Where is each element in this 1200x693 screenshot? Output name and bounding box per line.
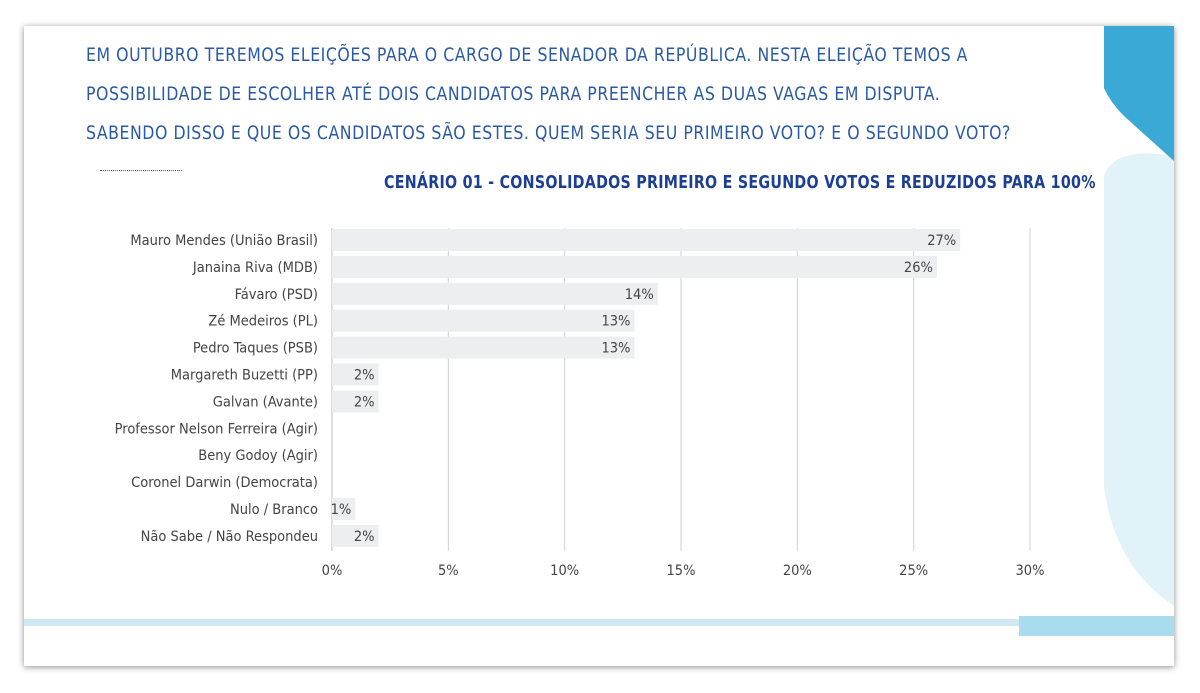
question-line-2: POSSIBILIDADE DE ESCOLHER ATÉ DOIS CANDI…	[86, 83, 941, 105]
bar	[332, 336, 635, 359]
category-label: Nulo / Branco	[230, 502, 318, 518]
slide: EM OUTUBRO TEREMOS ELEIÇÕES PARA O CARGO…	[24, 26, 1174, 666]
data-label: 2%	[354, 529, 375, 545]
data-label: 1%	[331, 502, 352, 518]
category-label: Coronel Darwin (Democrata)	[131, 475, 318, 491]
question-line-3: SABENDO DISSO E QUE OS CANDIDATOS SÃO ES…	[86, 122, 1011, 144]
category-label: Professor Nelson Ferreira (Agir)	[115, 421, 318, 437]
category-label: Fávaro (PSD)	[235, 287, 318, 303]
data-label: 13%	[601, 341, 630, 357]
data-label: 2%	[354, 368, 375, 384]
dotted-divider	[100, 170, 182, 171]
bar	[332, 390, 379, 413]
data-label: 13%	[601, 314, 630, 330]
question-text: EM OUTUBRO TEREMOS ELEIÇÕES PARA O CARGO…	[86, 36, 1011, 153]
bar	[332, 282, 658, 305]
x-tick-label: 20%	[783, 563, 812, 579]
data-label: 14%	[625, 287, 654, 303]
bottom-decoration	[24, 616, 1174, 636]
data-label: 27%	[927, 233, 956, 249]
bar	[332, 363, 379, 386]
x-tick-label: 5%	[438, 563, 459, 579]
bar	[332, 498, 356, 520]
bar	[332, 524, 379, 547]
data-label: 2%	[354, 394, 375, 410]
category-label: Pedro Taques (PSB)	[193, 341, 318, 357]
category-label: Galvan (Avante)	[213, 394, 318, 410]
bar	[332, 229, 961, 251]
data-label: 26%	[904, 260, 933, 276]
bar	[332, 309, 635, 332]
x-tick-label: 30%	[1016, 563, 1045, 579]
category-label: Zé Medeiros (PL)	[208, 314, 318, 330]
category-label: Janaina Riva (MDB)	[192, 260, 318, 276]
right-decoration	[1104, 26, 1174, 606]
category-label: Beny Godoy (Agir)	[198, 448, 318, 464]
bar-chart: 0% 5% 10% 15% 20% 25% 30% Mauro Mendes (União B…	[115, 228, 1045, 579]
x-tick-label: 0%	[322, 563, 343, 579]
bar	[332, 255, 937, 278]
category-label: Mauro Mendes (União Brasil)	[130, 233, 318, 249]
category-label: Margareth Buzetti (PP)	[171, 368, 318, 384]
chart-title: CENÁRIO 01 - CONSOLIDADOS PRIMEIRO E SEG…	[384, 172, 1096, 193]
question-line-1: EM OUTUBRO TEREMOS ELEIÇÕES PARA O CARGO…	[86, 44, 968, 66]
x-tick-label: 25%	[899, 563, 928, 579]
x-tick-label: 15%	[667, 563, 696, 579]
category-label: Não Sabe / Não Respondeu	[141, 529, 318, 545]
x-tick-label: 10%	[550, 563, 579, 579]
